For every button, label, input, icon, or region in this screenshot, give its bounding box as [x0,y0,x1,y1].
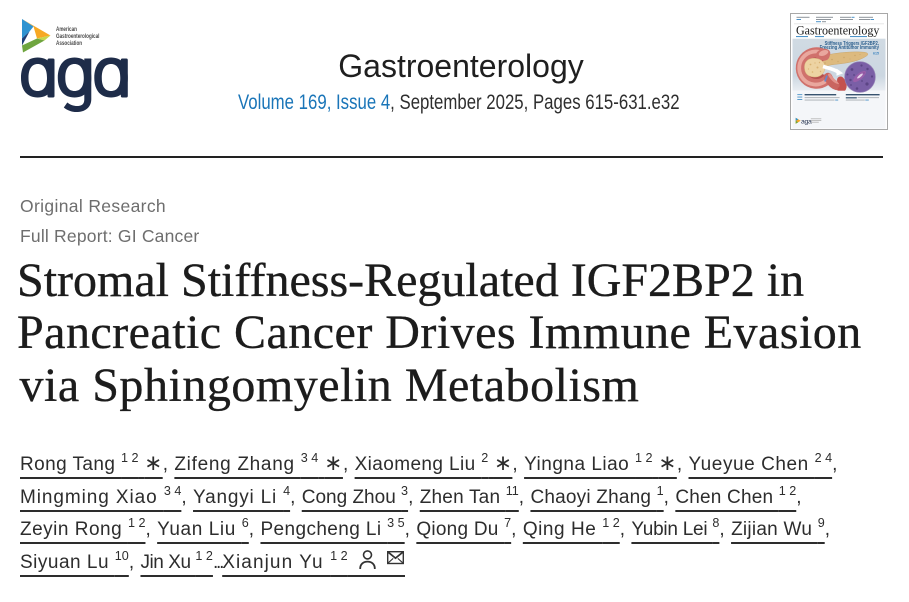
svg-text:Gastroenterology: Gastroenterology [796,23,880,37]
svg-text:Stiffness Triggers IGF2BP2,: Stiffness Triggers IGF2BP2, [825,41,880,47]
svg-text:615: 615 [873,51,879,55]
svg-text:Freezing Antitumor Immunity: Freezing Antitumor Immunity [820,45,879,51]
svg-text:aga: aga [801,119,812,126]
